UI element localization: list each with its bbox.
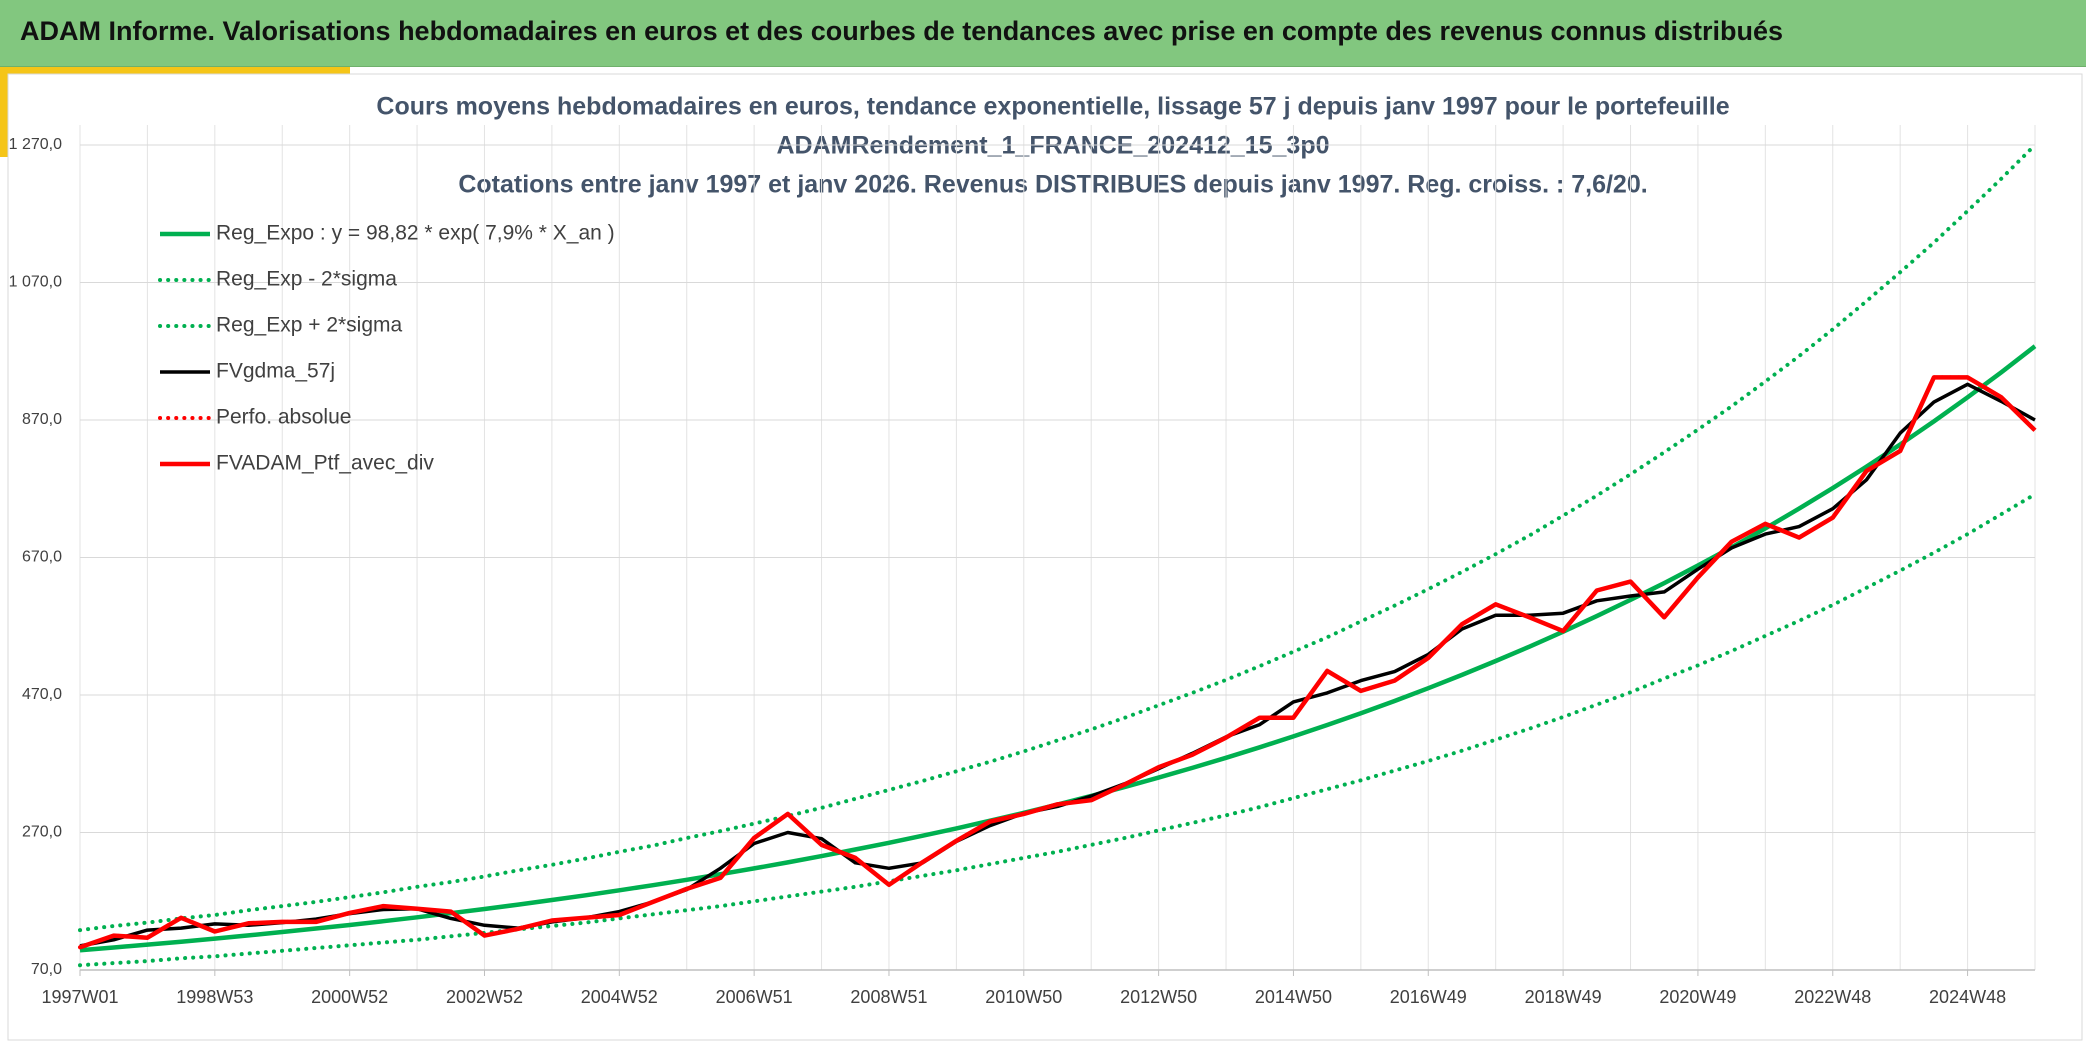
- legend-label: FVgdma_57j: [216, 360, 335, 383]
- x-tick-label: 2008W51: [850, 987, 927, 1007]
- y-tick-label: 1 070,0: [9, 274, 62, 291]
- legend-label: Perfo. absolue: [216, 406, 351, 429]
- legend-label: Reg_Expo : y = 98,82 * exp( 7,9% * X_an …: [216, 222, 615, 245]
- accent-bar: [0, 67, 8, 157]
- chart: Cours moyens hebdomadaires en euros, ten…: [0, 67, 2083, 1041]
- x-tick-label: 1997W01: [41, 987, 118, 1007]
- x-tick-label: 2012W50: [1120, 987, 1197, 1007]
- legend-label: FVADAM_Ptf_avec_div: [216, 452, 434, 475]
- y-tick-label: 470,0: [22, 686, 62, 703]
- plot-area: 70,0 270,0 470,0 670,0 870,0 1 070,0 1 270,0 19…: [9, 125, 2037, 1007]
- x-tick-label: 2002W52: [446, 987, 523, 1007]
- legend-label: Reg_Exp - 2*sigma: [216, 268, 397, 291]
- y-tick-label: 870,0: [22, 411, 62, 428]
- x-tick-label: 2006W51: [716, 987, 793, 1007]
- x-tick-label: 2022W48: [1794, 987, 1871, 1007]
- x-tick-label: 2024W48: [1929, 987, 2006, 1007]
- accent-bar: [0, 67, 350, 74]
- x-tick-label: 2010W50: [985, 987, 1062, 1007]
- x-tick-label: 1998W53: [176, 987, 253, 1007]
- x-tick-label: 2000W52: [311, 987, 388, 1007]
- header-title: ADAM Informe. Valorisations hebdomadaire…: [20, 16, 1784, 46]
- x-tick-label: 2018W49: [1525, 987, 1602, 1007]
- legend-label: Reg_Exp + 2*sigma: [216, 314, 403, 337]
- chart-frame: [7, 73, 2083, 1041]
- y-tick-label: 670,0: [22, 549, 62, 566]
- header-bar: ADAM Informe. Valorisations hebdomadaire…: [0, 0, 2086, 67]
- series-line: [78, 143, 2037, 933]
- chart-subtitle: ADAMRendement_1_FRANCE_202412_15_3p0: [776, 132, 1329, 160]
- x-tick-label: 2004W52: [581, 987, 658, 1007]
- series-line: [78, 492, 2037, 968]
- series-line: [79, 375, 2037, 950]
- chart-subtitle: Cotations entre janv 1997 et janv 2026. …: [458, 171, 1647, 199]
- x-tick-label: 2020W49: [1659, 987, 1736, 1007]
- x-tick-label: 2016W49: [1390, 987, 1467, 1007]
- y-tick-label: 270,0: [22, 824, 62, 841]
- x-tick-label: 2014W50: [1255, 987, 1332, 1007]
- y-tick-label: 1 270,0: [9, 136, 62, 153]
- chart-title: Cours moyens hebdomadaires en euros, ten…: [376, 93, 1729, 121]
- y-tick-label: 70,0: [31, 961, 62, 978]
